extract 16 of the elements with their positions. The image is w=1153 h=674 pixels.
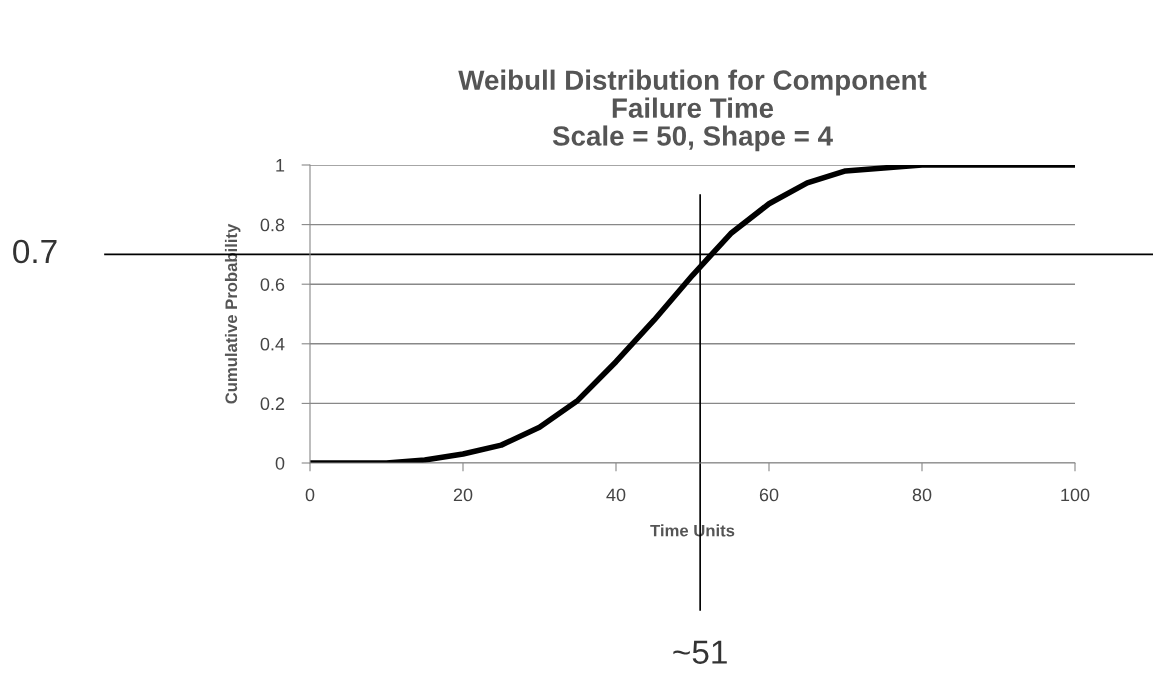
x-tick-label: 40 <box>606 488 626 502</box>
y-tick-label: 0.8 <box>260 218 285 232</box>
chart-title: Weibull Distribution for Component Failure Time Scale = 50, Shape = 4 <box>458 69 927 152</box>
y-tick-label: 0.2 <box>260 397 285 411</box>
y-tick-label: 1 <box>276 159 285 172</box>
x-tick-label: 20 <box>453 488 473 502</box>
x-tick-label: 60 <box>759 488 779 502</box>
x-tick-label: 100 <box>1061 488 1090 502</box>
x-tick-label: 0 <box>305 488 315 502</box>
x-tick-label: 80 <box>912 488 932 502</box>
y-tick-label: 0.4 <box>260 337 285 351</box>
y-tick-label: 0 <box>275 456 285 470</box>
ref-line-label: ~51 <box>673 640 727 664</box>
ref-line-label: 0.7 <box>13 239 57 264</box>
y-tick-label: 0.6 <box>260 278 285 291</box>
y-axis-title: Cumulative Probability <box>224 223 241 404</box>
